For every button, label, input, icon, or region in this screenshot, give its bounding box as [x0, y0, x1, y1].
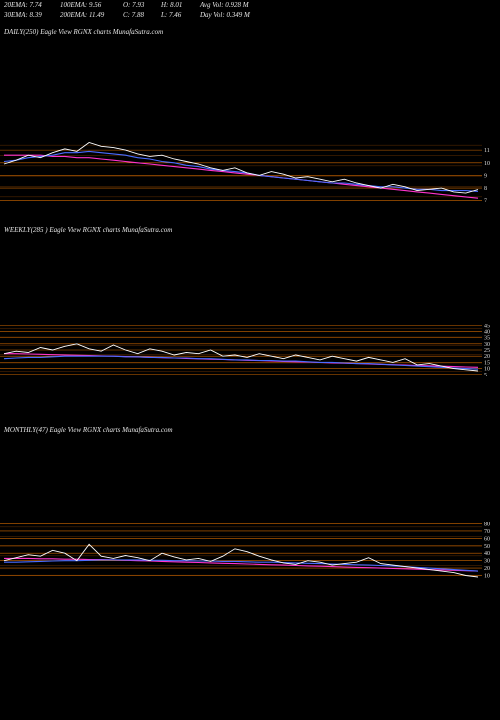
daily-series-2-line — [4, 154, 479, 199]
weekly-axis-label: 15 — [484, 360, 490, 366]
stat-day-vol: Day Vol: 0.349 M — [200, 11, 250, 19]
monthly-axis-label: 40 — [484, 551, 490, 557]
monthly-series-0-line — [3, 543, 479, 578]
daily-axis-label: 11 — [484, 148, 490, 154]
stat-30ema: 30EMA: 8.39 — [4, 11, 42, 19]
daily-chart-title: DAILY(250) Eagle View RGNX charts Munafa… — [4, 28, 164, 36]
weekly-axis-label: 40 — [484, 329, 490, 335]
weekly-series-0-line — [3, 343, 479, 372]
weekly-chart-title: WEEKLY(285 ) Eagle View RGNX charts Muna… — [4, 226, 173, 234]
stat-low: L: 7.46 — [161, 11, 182, 19]
monthly-chart-title: MONTHLY(47) Eagle View RGNX charts Munaf… — [4, 426, 173, 434]
stats-header: 20EMA: 7.74 100EMA: 9.56 O: 7.93 H: 8.01… — [4, 1, 494, 23]
monthly-axis-label: 70 — [484, 529, 490, 535]
weekly-axis-label: 20 — [484, 354, 490, 360]
monthly-axis-label: 30 — [484, 559, 490, 565]
stat-close: C: 7.88 — [123, 11, 144, 19]
stat-100ema: 100EMA: 9.56 — [60, 1, 102, 9]
monthly-axis-label: 60 — [484, 536, 490, 542]
daily-series-1-line — [3, 150, 479, 192]
stat-avg-vol: Avg Vol: 0.928 M — [200, 1, 249, 9]
stat-open: O: 7.93 — [123, 1, 145, 9]
weekly-axis-label: 35 — [484, 336, 490, 342]
daily-axis-label: 7 — [484, 199, 487, 202]
daily-series-0-line — [3, 142, 479, 194]
weekly-axis-label: 5 — [484, 373, 487, 376]
daily-axis-label: 10 — [484, 161, 490, 167]
weekly-axis-label: 30 — [484, 342, 490, 348]
weekly-axis-label: 10 — [484, 367, 490, 373]
monthly-axis-label: 20 — [484, 566, 490, 572]
stat-200ema: 200EMA: 11.49 — [60, 11, 105, 19]
daily-axis-label: 8 — [484, 186, 487, 192]
weekly-axis-label: 45 — [484, 324, 490, 329]
monthly-axis-label: 50 — [484, 544, 490, 550]
daily-chart: 11 10 9 8 7 — [0, 142, 490, 202]
monthly-axis-label: 10 — [484, 574, 490, 580]
monthly-axis-label: 80 — [484, 522, 490, 527]
stat-high: H: 8.01 — [161, 1, 183, 9]
weekly-series-1-line — [3, 355, 479, 370]
stat-20ema: 20EMA: 7.74 — [4, 1, 42, 9]
monthly-series-2-line — [4, 557, 479, 572]
daily-axis-label: 9 — [484, 173, 487, 179]
weekly-axis-label: 25 — [484, 348, 490, 354]
